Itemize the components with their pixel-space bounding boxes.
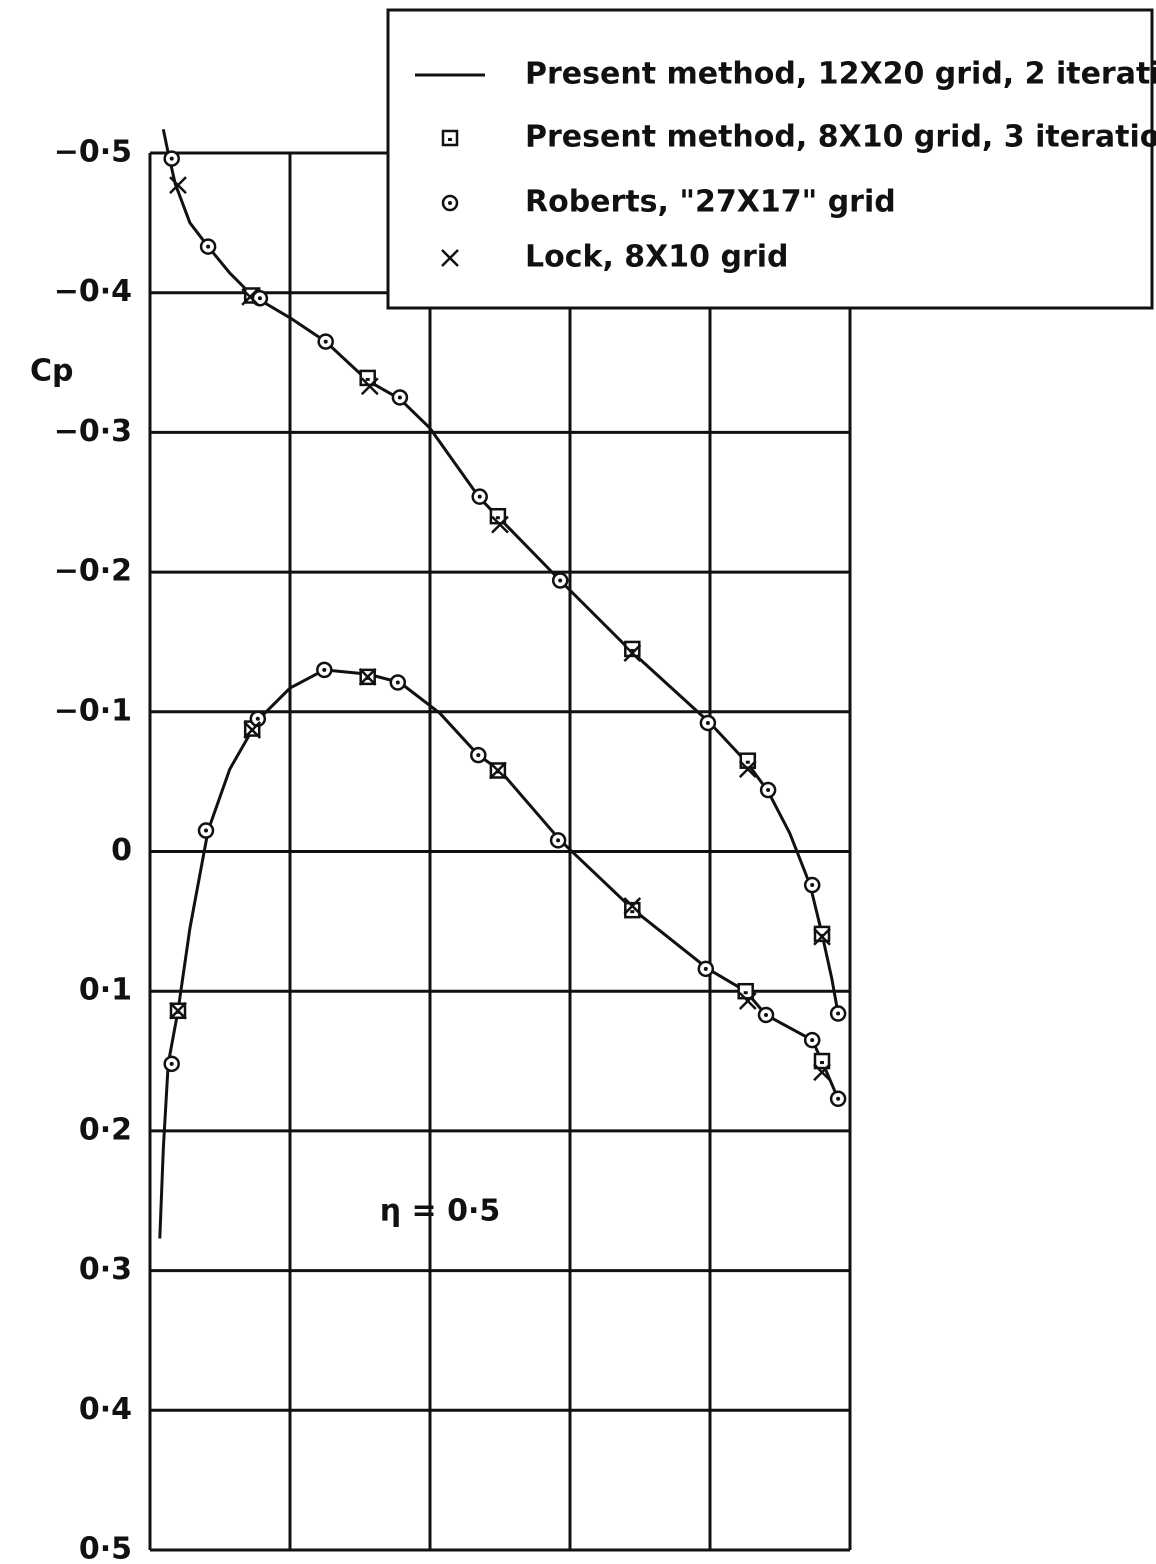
- circle-marker: [829, 1090, 847, 1108]
- y-tick-label: −0·3: [54, 414, 132, 449]
- cross-marker: [358, 667, 377, 686]
- annotation: η = 0·5: [380, 1194, 501, 1229]
- cross-marker: [738, 992, 757, 1010]
- y-tick-label: 0·2: [79, 1112, 132, 1147]
- circle-dot: [836, 1011, 841, 1016]
- circle-marker: [549, 832, 567, 849]
- circle-dot: [257, 296, 262, 301]
- square-dot: [630, 648, 635, 652]
- cross-marker: [489, 761, 507, 780]
- circle-marker: [471, 488, 488, 505]
- circle-dot: [836, 1096, 841, 1101]
- square-marker: [813, 925, 831, 943]
- cross-marker: [813, 1063, 831, 1082]
- cross-marker: [491, 515, 509, 534]
- square-dot: [745, 760, 750, 764]
- circle-marker: [316, 661, 333, 679]
- cross-marker: [243, 721, 262, 739]
- circle-marker: [803, 1031, 821, 1049]
- circle-dot: [477, 494, 482, 499]
- circle-dot: [169, 156, 174, 161]
- square-marker: [813, 1052, 831, 1070]
- circle-dot: [397, 395, 402, 400]
- cross-marker: [169, 176, 187, 195]
- circle-marker: [389, 674, 407, 691]
- circle-dot: [255, 716, 260, 721]
- legend: Present method, 12X20 grid, 2 iterations…: [386, 8, 1156, 310]
- circle-dot: [395, 680, 400, 685]
- cross-marker: [623, 644, 642, 663]
- square-marker: [624, 901, 641, 919]
- legend-label: Present method, 8X10 grid, 3 iterations: [525, 120, 1156, 155]
- circle-dot: [558, 578, 563, 583]
- cross-marker: [441, 249, 459, 267]
- y-tick-label: −0·2: [54, 554, 132, 589]
- square-dot: [630, 910, 635, 914]
- circle-marker: [697, 960, 715, 978]
- circle-marker: [163, 150, 180, 167]
- circle-dot: [810, 1038, 815, 1043]
- y-tick-label: 0·5: [79, 1532, 132, 1564]
- legend-label: Roberts, "27X17" grid: [525, 185, 896, 220]
- circle-marker: [197, 822, 215, 839]
- y-tick-label: 0: [111, 833, 132, 868]
- circle-marker: [757, 1006, 775, 1024]
- circle-marker: [470, 746, 487, 764]
- square-marker: [624, 640, 641, 658]
- legend-box: [386, 8, 1154, 310]
- cross-marker: [241, 288, 259, 306]
- square-dot: [365, 377, 370, 381]
- cross-marker: [360, 377, 379, 396]
- square-dot: [448, 138, 452, 141]
- legend-label: Lock, 8X10 grid: [525, 240, 789, 275]
- circle-dot: [705, 720, 710, 725]
- circle-marker: [317, 333, 334, 350]
- cross-marker: [169, 1001, 187, 1020]
- circle-dot: [322, 667, 327, 672]
- circle-marker: [199, 238, 217, 255]
- circle-dot: [448, 201, 452, 205]
- cross-marker: [738, 760, 757, 778]
- circle-dot: [810, 883, 815, 888]
- y-tick-label: −0·4: [54, 274, 132, 309]
- square-marker: [441, 129, 459, 147]
- square-dot: [743, 991, 748, 995]
- circle-dot: [764, 1012, 768, 1017]
- circle-dot: [556, 838, 561, 843]
- circle-dot: [766, 788, 771, 793]
- circle-marker: [759, 781, 777, 799]
- circle-dot: [206, 244, 211, 249]
- square-marker: [737, 982, 754, 1000]
- cross-marker: [623, 897, 642, 915]
- circle-marker: [163, 1055, 180, 1073]
- circle-marker: [699, 714, 717, 732]
- circle-dot: [204, 828, 208, 833]
- cross-marker: [813, 927, 831, 946]
- circle-marker: [441, 194, 459, 212]
- square-dot: [820, 1061, 824, 1065]
- circle-marker: [551, 572, 569, 589]
- circle-marker: [829, 1005, 847, 1022]
- circle-dot: [476, 753, 481, 758]
- square-dot: [495, 516, 500, 520]
- y-tick-label: 0·3: [79, 1252, 132, 1287]
- y-axis-label: Cp: [30, 354, 74, 389]
- circle-dot: [703, 966, 708, 971]
- circle-dot: [169, 1061, 174, 1066]
- y-tick-label: −0·5: [54, 135, 132, 170]
- y-tick-label: −0·1: [54, 693, 132, 728]
- y-tick-label: 0·4: [79, 1392, 132, 1427]
- circle-dot: [323, 339, 328, 344]
- legend-label: Present method, 12X20 grid, 2 iterations: [525, 57, 1156, 92]
- circle-marker: [803, 876, 821, 894]
- y-tick-label: 0·1: [79, 973, 132, 1008]
- circle-marker: [391, 389, 409, 406]
